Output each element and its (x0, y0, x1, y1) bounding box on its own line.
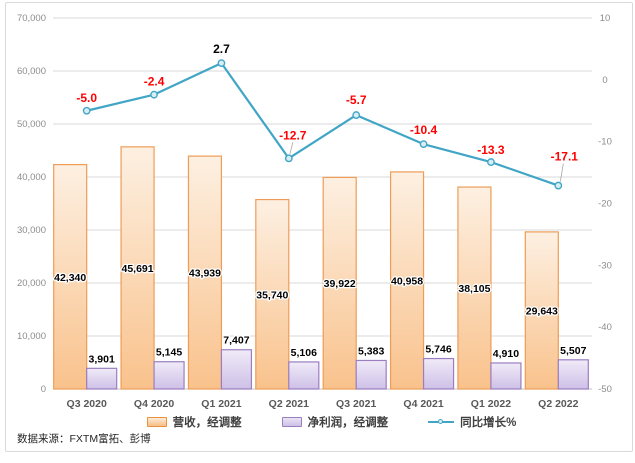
left-axis-tick: 10,000 (17, 331, 46, 342)
profit-value-label: 5,383 (358, 345, 384, 357)
revenue-value-label: 39,922 (324, 278, 356, 290)
revenue-bar (524, 231, 559, 390)
left-axis-tick: 0 (41, 384, 46, 395)
growth-line (86, 62, 559, 187)
left-axis-tick: 70,000 (17, 13, 46, 24)
revenue-value-label: 35,740 (256, 289, 288, 301)
data-source-note: 数据来源：FXTM富拓、彭博 (17, 433, 151, 445)
growth-value-label: -10.4 (410, 123, 438, 137)
growth-value-label: -2.4 (144, 75, 165, 89)
revenue-value-label: 40,958 (391, 275, 423, 287)
profit-bar (86, 367, 118, 390)
left-axis-tick: 50,000 (17, 119, 46, 130)
x-axis-category-label: Q4 2021 (403, 398, 443, 410)
growth-value-label: -17.1 (551, 150, 579, 164)
growth-value-label: 2.7 (213, 42, 230, 56)
profit-value-label: 5,106 (291, 347, 317, 359)
growth-line-marker-icon (428, 418, 455, 424)
growth-point-marker (82, 106, 91, 115)
profit-bar (288, 361, 320, 390)
growth-value-label: -5.7 (346, 93, 367, 107)
profit-bar (422, 357, 455, 390)
left-axis-tick: 60,000 (17, 66, 46, 77)
legend-label-growth: 同比增长% (460, 417, 517, 429)
legend-item-growth: 同比增长% (428, 414, 516, 430)
right-axis-tick: 0 (602, 75, 607, 86)
revenue-bar (120, 146, 155, 390)
revenue-value-label: 45,691 (122, 263, 154, 275)
profit-bar (153, 361, 185, 390)
growth-point-marker (554, 181, 563, 190)
profit-bar (355, 359, 387, 390)
left-axis-tick: 30,000 (17, 225, 46, 236)
profit-bar (557, 359, 589, 390)
right-axis-tick: -50 (598, 384, 612, 395)
revenue-value-label: 38,105 (458, 283, 490, 295)
revenue-value-label: 42,340 (54, 272, 86, 284)
revenue-bar (255, 198, 290, 390)
profit-value-label: 7,407 (223, 335, 249, 347)
profit-value-label: 5,507 (560, 345, 586, 357)
revenue-bar (53, 163, 88, 390)
left-axis-tick: 20,000 (17, 278, 46, 289)
label-leader-line (559, 163, 564, 182)
revenue-swatch-icon (146, 417, 167, 427)
growth-point-marker (487, 158, 495, 166)
revenue-bar (322, 176, 357, 390)
left-axis-tick: 40,000 (17, 172, 46, 183)
growth-point-marker (419, 140, 428, 149)
profit-bar (490, 362, 522, 390)
growth-value-label: -5.0 (76, 91, 97, 105)
growth-point-marker (284, 154, 293, 163)
revenue-bar (187, 155, 223, 390)
profit-value-label: 3,901 (89, 353, 115, 365)
growth-value-label: -12.7 (279, 128, 307, 142)
revenue-value-label: 43,939 (189, 268, 221, 280)
legend-label-profit: 净利润，经调整 (307, 417, 389, 429)
growth-point-marker (150, 90, 158, 99)
x-axis-category-label: Q2 2022 (538, 398, 578, 410)
legend-item-profit: 净利润，经调整 (281, 414, 389, 430)
legend-item-revenue: 营收，经调整 (146, 414, 242, 430)
revenue-value-label: 29,643 (526, 305, 558, 317)
right-axis-tick: -30 (598, 260, 612, 271)
x-axis-category-label: Q3 2021 (336, 398, 376, 410)
growth-value-label: -13.3 (477, 143, 505, 157)
profit-swatch-icon (281, 417, 302, 427)
chart-legend: 营收，经调整 净利润，经调整 同比增长% (0, 414, 635, 430)
x-axis-category-label: Q3 2020 (67, 398, 107, 410)
legend-label-revenue: 营收，经调整 (172, 417, 242, 429)
right-axis-tick: -40 (598, 322, 612, 333)
revenue-bar (457, 186, 492, 390)
growth-point-marker (217, 59, 226, 68)
right-axis-tick: 10 (600, 13, 611, 24)
profit-value-label: 5,746 (425, 344, 451, 356)
profit-bar (220, 349, 253, 390)
profit-value-label: 4,910 (493, 348, 519, 360)
x-axis-category-label: Q1 2022 (471, 398, 511, 410)
revenue-bar (389, 171, 425, 390)
growth-point-marker (352, 111, 361, 119)
label-leader-line (289, 142, 294, 155)
right-axis-tick: -10 (598, 137, 612, 148)
x-axis-category-label: Q4 2020 (134, 398, 174, 410)
right-axis-tick: -20 (598, 199, 612, 210)
profit-value-label: 5,145 (156, 347, 182, 359)
x-axis-category-label: Q2 2021 (269, 398, 309, 410)
x-axis-category-label: Q1 2021 (201, 398, 241, 410)
